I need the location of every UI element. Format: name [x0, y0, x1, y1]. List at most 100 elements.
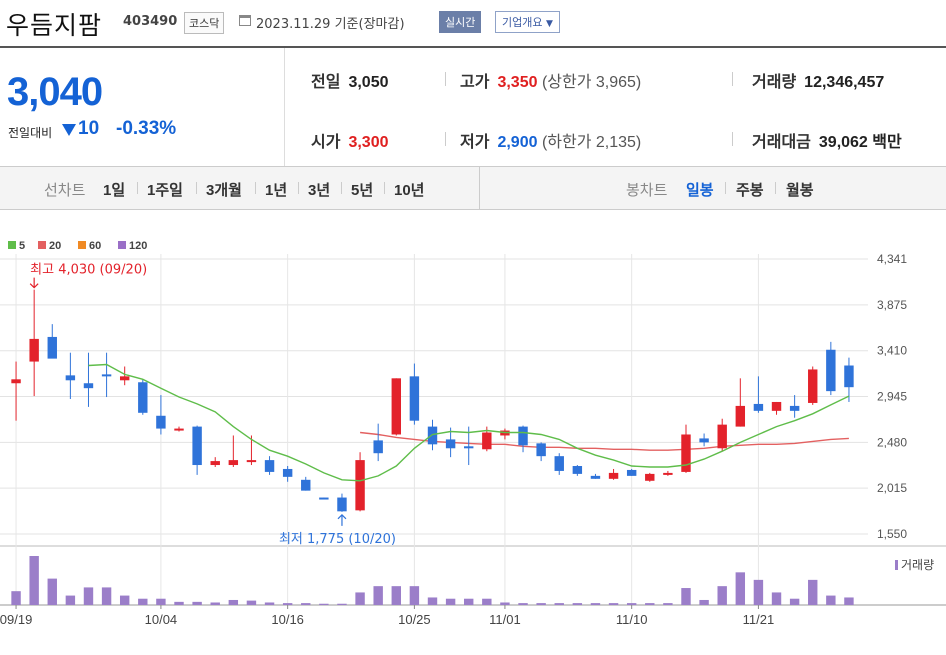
candle-body — [47, 336, 57, 359]
candle-body — [119, 376, 130, 381]
volume-bar — [590, 603, 601, 605]
stat-label: 거래량 — [752, 74, 797, 91]
realtime-button[interactable]: 실시간 — [439, 11, 482, 33]
arrow-up-icon — [337, 513, 347, 526]
volume-bar — [119, 595, 130, 605]
volume-bar — [663, 603, 673, 605]
candle-body — [355, 460, 365, 511]
stat-label: 전일 — [311, 74, 341, 91]
y-tick-label: 2,015 — [877, 481, 907, 495]
candle-body — [156, 415, 166, 429]
candle-body — [11, 379, 21, 384]
stock-code: 403490 — [123, 14, 178, 29]
divider — [445, 132, 446, 146]
volume-bar — [572, 603, 583, 605]
y-tick-label: 3,875 — [877, 298, 907, 312]
volume-bar — [681, 588, 691, 605]
period-tab-1w[interactable]: 1주일 — [147, 182, 183, 199]
volume-bar — [717, 586, 727, 605]
company-overview-dropdown[interactable]: 기업개요 ▼ — [495, 11, 560, 33]
candle-body — [319, 497, 329, 500]
volume-bar — [355, 592, 365, 605]
period-tab-1d[interactable]: 1일 — [103, 182, 126, 199]
volume-bar — [753, 579, 764, 605]
stat-value: 12,346,457 — [804, 74, 885, 91]
candle-body — [554, 456, 564, 471]
stat-value: 39,062 — [818, 134, 868, 151]
stat-high: 고가 3,350 (상한가 3,965) — [460, 68, 641, 92]
volume-bar — [445, 598, 456, 605]
legend-swatch — [78, 241, 86, 249]
candle-body — [699, 438, 709, 443]
calendar-icon — [239, 15, 251, 26]
candle-tab-weekly[interactable]: 주봉 — [736, 182, 764, 199]
candle-body — [572, 466, 583, 474]
candle-body — [681, 434, 691, 472]
volume-bar — [826, 595, 836, 605]
volume-bar — [210, 602, 220, 605]
price-change: 10 — [78, 118, 100, 139]
tab-separator — [196, 182, 197, 194]
volume-bar — [65, 595, 76, 605]
candle-body — [590, 475, 601, 479]
x-tick-label: 10/16 — [271, 612, 304, 627]
volume-legend-swatch — [895, 560, 898, 570]
candle-body — [29, 338, 39, 362]
volume-bar — [174, 601, 184, 605]
candle-body — [789, 405, 800, 411]
divider — [445, 72, 446, 86]
candle-body — [771, 401, 782, 411]
candle-body — [645, 473, 655, 481]
candlestick-chart[interactable]: 4,341 3,875 3,410 2,945 2,480 2,015 1,550 09/19… — [0, 209, 946, 655]
y-tick-label: 4,341 — [877, 252, 907, 266]
prev-compare-label: 전일대비 — [8, 126, 53, 140]
price-summary: 3,040 전일대비 10 -0.33% — [0, 48, 285, 166]
x-tick-label: 10/25 — [398, 612, 431, 627]
candle-tab-daily[interactable]: 일봉 — [686, 182, 714, 199]
arrow-down-icon — [29, 277, 39, 289]
ma20-line — [360, 431, 849, 451]
legend-label: 120 — [129, 240, 147, 252]
period-tab-10y[interactable]: 10년 — [394, 182, 425, 199]
stat-value: 3,300 — [348, 134, 389, 151]
period-tab-1y[interactable]: 1년 — [265, 182, 288, 199]
tab-separator — [384, 182, 385, 194]
candle-body — [264, 460, 275, 472]
stat-label: 고가 — [460, 74, 490, 91]
volume-bar — [29, 556, 39, 605]
period-tab-5y[interactable]: 5년 — [351, 182, 374, 199]
candle-body — [518, 426, 528, 446]
volume-bar — [789, 598, 800, 605]
volume-bar — [391, 586, 401, 605]
volume-bar — [138, 598, 148, 605]
volume-bar — [464, 598, 474, 605]
period-tab-3m[interactable]: 3개월 — [206, 182, 242, 199]
volume-bar — [554, 603, 564, 605]
period-tab-3y[interactable]: 3년 — [308, 182, 331, 199]
candle-body — [608, 472, 619, 479]
candle-body — [844, 365, 854, 388]
stat-sub: (상한가 3,965) — [541, 74, 642, 91]
candle-body — [301, 479, 311, 491]
candle-body — [65, 375, 76, 381]
volume-bar — [409, 586, 420, 605]
stat-sub: (하한가 2,135) — [541, 134, 642, 151]
date-value: 2023.11.29 — [256, 17, 331, 32]
tab-separator — [341, 182, 342, 194]
candle-body — [409, 376, 420, 421]
candle-body — [337, 497, 347, 512]
volume-bar — [47, 578, 57, 605]
candle-tab-monthly[interactable]: 월봉 — [786, 182, 814, 199]
current-price: 3,040 — [7, 70, 103, 114]
candle-body — [427, 426, 438, 445]
volume-bar — [427, 597, 438, 605]
stat-amount: 거래대금 39,062 백만 — [752, 128, 902, 152]
volume-bar — [844, 597, 854, 605]
y-tick-label: 1,550 — [877, 527, 907, 541]
volume-bar — [808, 579, 818, 605]
stat-open: 시가 3,300 — [311, 128, 389, 152]
stat-label: 저가 — [460, 134, 490, 151]
volume-bar — [319, 603, 329, 605]
volume-bar — [645, 603, 655, 605]
volume-bar — [373, 586, 383, 605]
